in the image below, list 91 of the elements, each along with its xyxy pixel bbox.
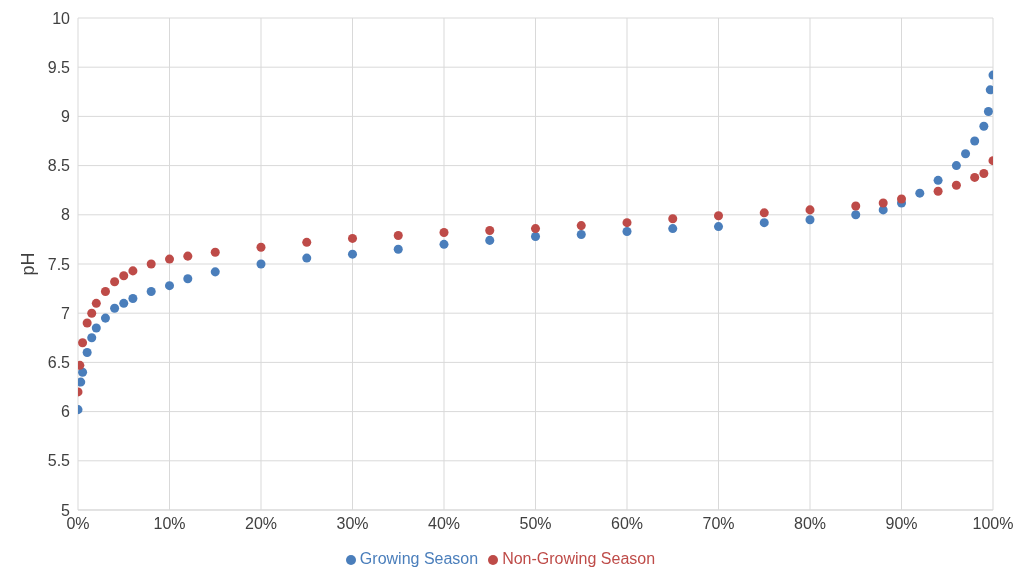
point bbox=[576, 221, 586, 231]
point bbox=[78, 377, 86, 387]
legend-label: Non-Growing Season bbox=[502, 550, 656, 567]
x-tick-label: 70% bbox=[702, 515, 735, 533]
x-tick-label: 10% bbox=[153, 515, 186, 533]
point bbox=[933, 175, 943, 185]
point bbox=[128, 293, 138, 303]
point bbox=[979, 168, 989, 178]
point bbox=[119, 271, 129, 281]
legend-label: Growing Season bbox=[359, 550, 479, 567]
point bbox=[210, 267, 220, 277]
point bbox=[970, 172, 980, 182]
point bbox=[485, 235, 495, 245]
point bbox=[302, 253, 312, 263]
point bbox=[128, 266, 138, 276]
point bbox=[668, 224, 678, 234]
point bbox=[119, 298, 129, 308]
point bbox=[393, 244, 403, 254]
point bbox=[713, 211, 724, 221]
point bbox=[622, 218, 632, 228]
point bbox=[110, 277, 120, 287]
y-tick-label: 6 bbox=[61, 403, 71, 421]
point bbox=[347, 233, 358, 243]
point bbox=[87, 308, 97, 318]
x-tick-label: 100% bbox=[972, 515, 1014, 533]
point bbox=[668, 214, 678, 224]
point bbox=[805, 215, 815, 225]
point bbox=[183, 251, 193, 261]
point bbox=[91, 323, 101, 333]
point bbox=[622, 227, 632, 237]
point bbox=[896, 194, 907, 204]
x-tick-label: 0% bbox=[66, 515, 90, 533]
x-tick-label: 50% bbox=[519, 515, 552, 533]
point bbox=[713, 222, 724, 232]
point bbox=[347, 249, 358, 259]
x-tick-label: 20% bbox=[244, 515, 278, 533]
y-tick-label: 5.5 bbox=[47, 452, 71, 470]
point bbox=[985, 85, 993, 95]
y-tick-label: 10 bbox=[52, 9, 71, 27]
point bbox=[759, 208, 769, 218]
point bbox=[100, 313, 110, 323]
point bbox=[530, 231, 541, 241]
point bbox=[759, 218, 769, 228]
point bbox=[146, 287, 156, 297]
point bbox=[530, 224, 541, 234]
x-tick-label: 40% bbox=[427, 515, 461, 533]
point bbox=[851, 210, 861, 220]
point bbox=[851, 201, 861, 211]
y-axis-title: pH bbox=[18, 252, 39, 276]
point bbox=[87, 333, 97, 343]
point bbox=[485, 226, 495, 236]
y-tick-label: 8.5 bbox=[47, 157, 71, 175]
point bbox=[91, 298, 101, 308]
point bbox=[78, 367, 88, 377]
point bbox=[210, 247, 220, 257]
point bbox=[256, 259, 266, 269]
point bbox=[961, 149, 971, 159]
point bbox=[110, 303, 120, 313]
point bbox=[970, 136, 980, 146]
point bbox=[164, 254, 175, 264]
point bbox=[439, 228, 449, 238]
point bbox=[878, 198, 888, 208]
point bbox=[979, 121, 989, 131]
y-tick-label: 7 bbox=[61, 304, 71, 322]
point bbox=[100, 287, 110, 297]
point bbox=[576, 229, 586, 239]
point bbox=[983, 106, 993, 116]
point bbox=[915, 188, 925, 198]
y-tick-label: 8 bbox=[61, 206, 71, 224]
point bbox=[951, 161, 961, 171]
point bbox=[82, 348, 92, 358]
point bbox=[951, 180, 961, 190]
y-tick-label: 9.5 bbox=[47, 58, 71, 76]
point bbox=[302, 237, 312, 247]
point bbox=[78, 338, 88, 348]
x-tick-label: 60% bbox=[610, 515, 644, 533]
point bbox=[146, 259, 156, 269]
y-tick-label: 9 bbox=[61, 108, 71, 126]
point bbox=[393, 230, 403, 240]
x-tick-label: 90% bbox=[885, 515, 918, 533]
point bbox=[933, 186, 943, 196]
point bbox=[256, 242, 266, 252]
point bbox=[183, 274, 193, 284]
y-tick-label: 6.5 bbox=[47, 354, 71, 372]
point bbox=[805, 205, 815, 215]
x-tick-label: 80% bbox=[793, 515, 827, 533]
point bbox=[439, 239, 449, 249]
point bbox=[164, 281, 175, 291]
x-tick-label: 30% bbox=[336, 515, 369, 533]
y-tick-label: 7.5 bbox=[47, 255, 71, 273]
point bbox=[82, 318, 92, 328]
